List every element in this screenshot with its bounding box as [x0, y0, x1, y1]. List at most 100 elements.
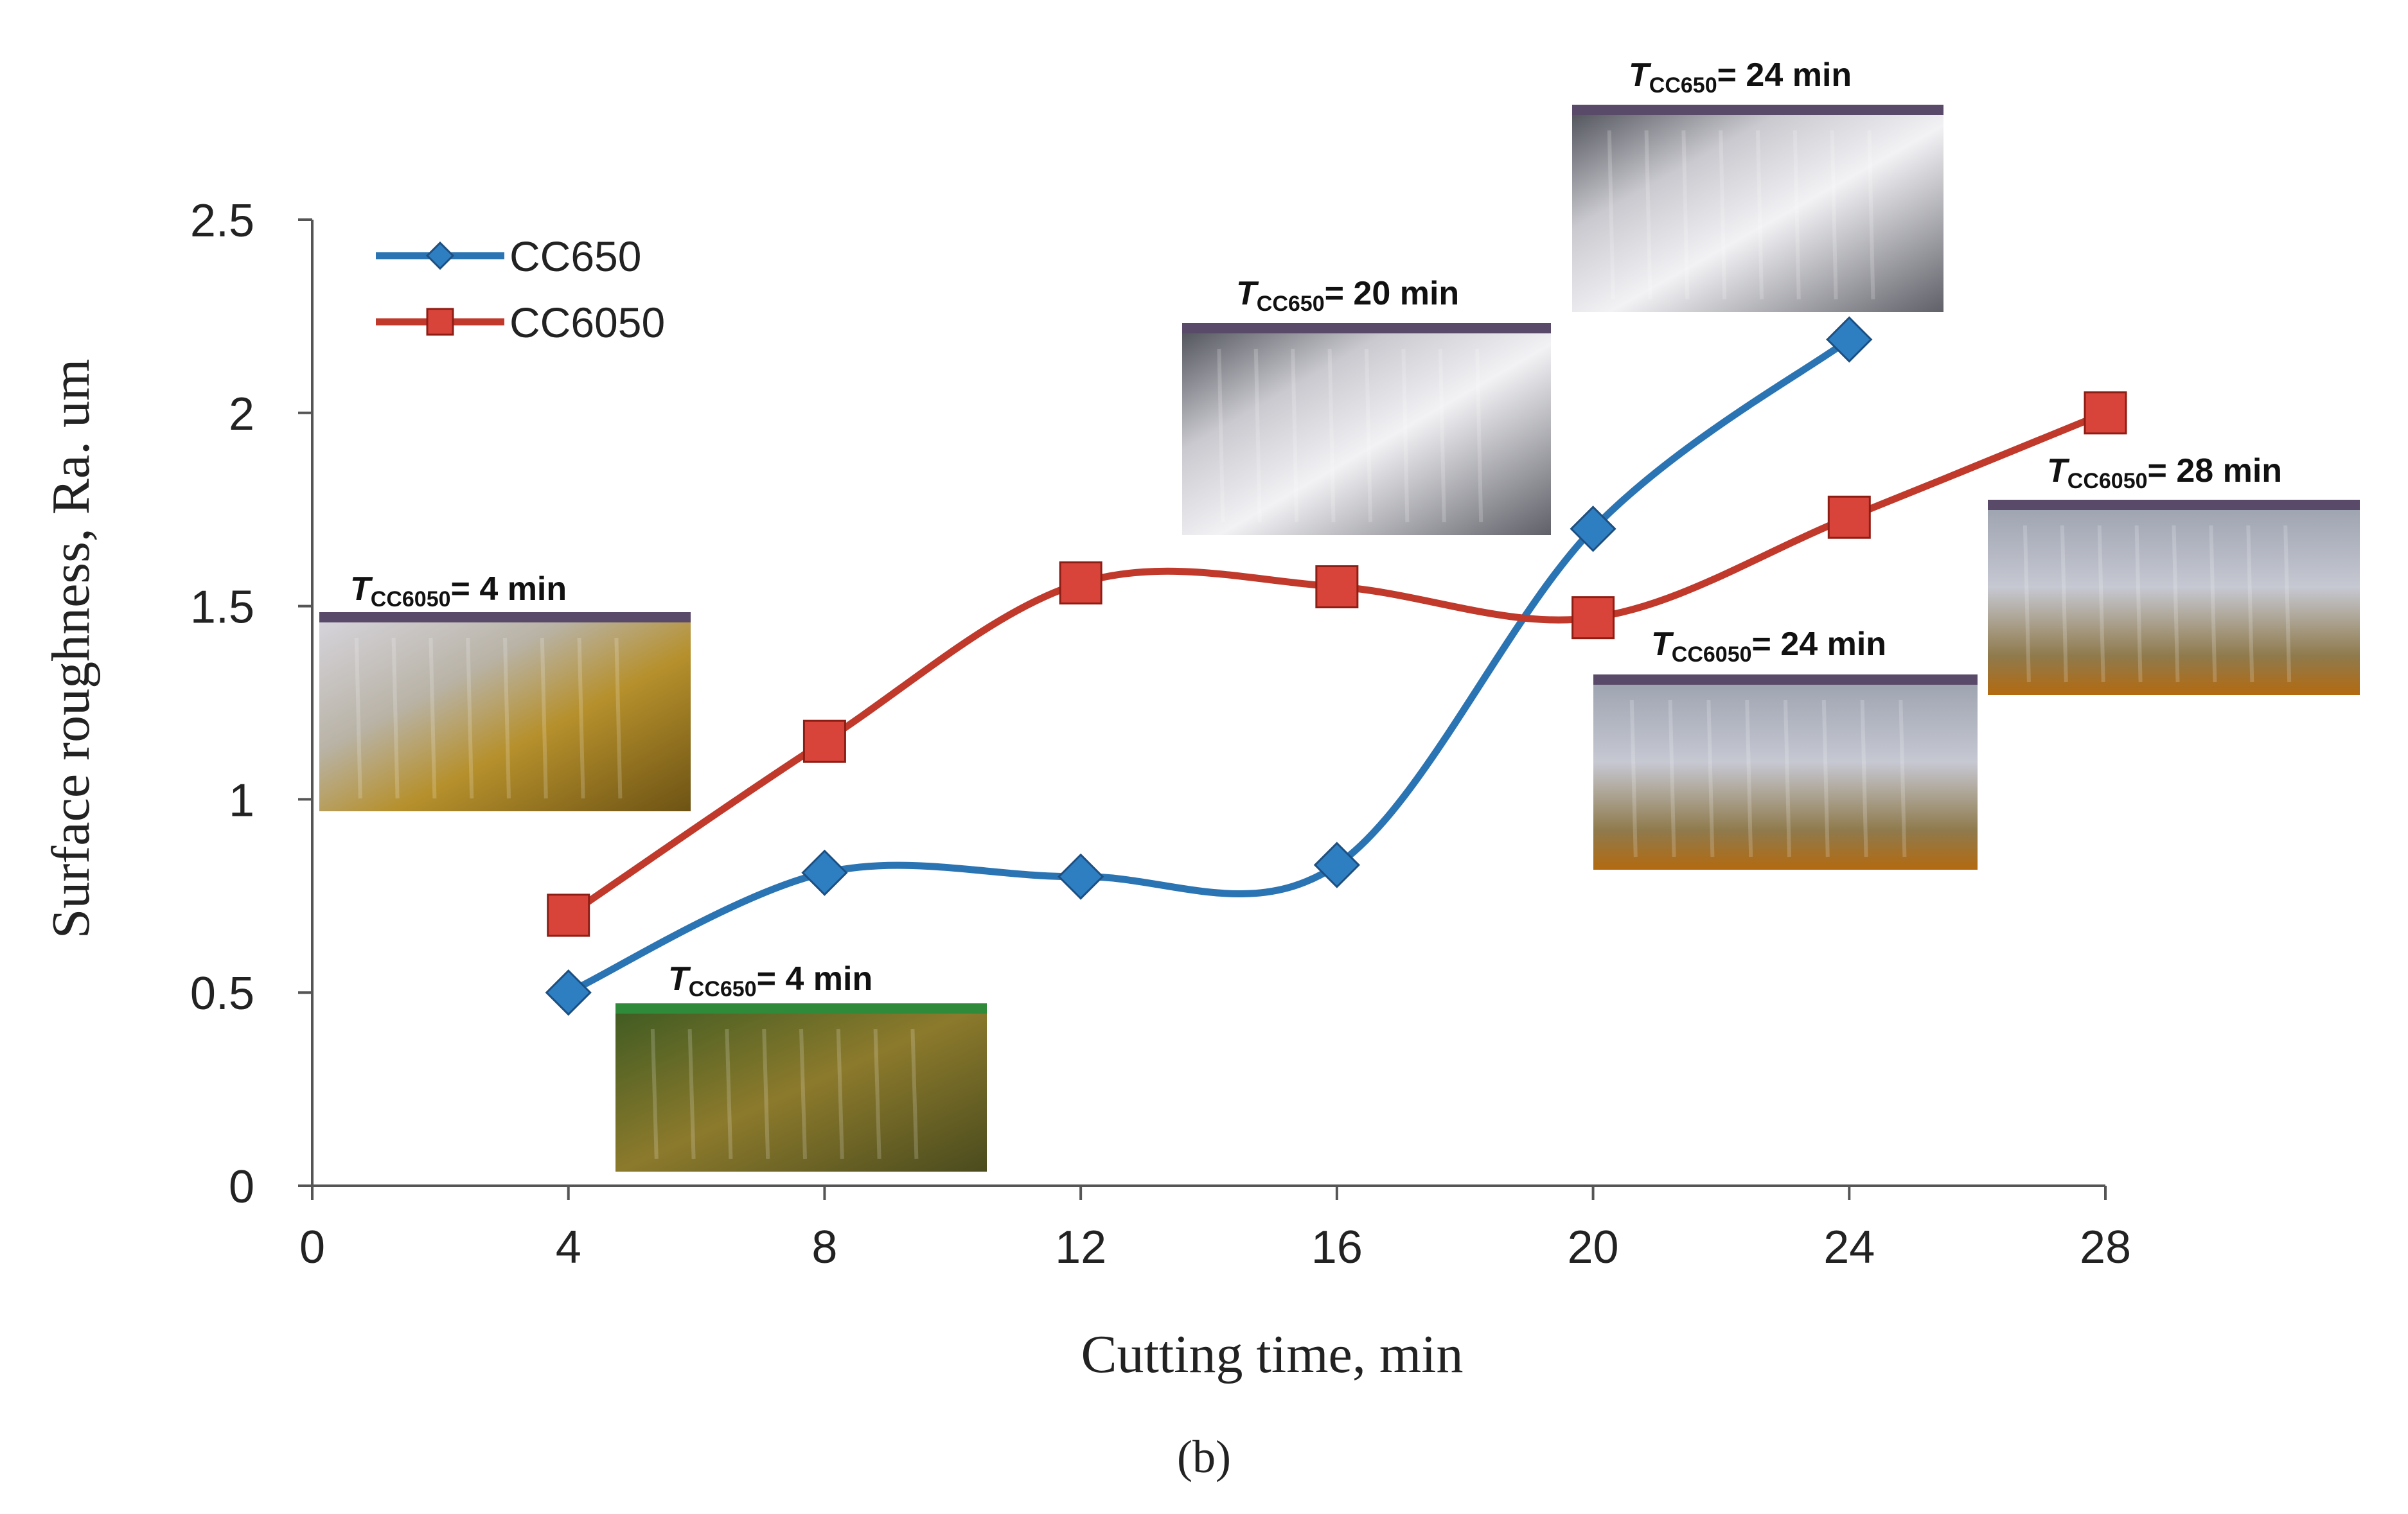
label-symbol: T [668, 960, 691, 998]
label-value: = 24 min [1752, 626, 1887, 663]
label-symbol: T [350, 570, 373, 608]
wear-streak [1756, 130, 1764, 300]
y-axis-title: Surface roughness, Ra. um [41, 359, 101, 939]
data-point [1059, 561, 1102, 605]
data-point [1827, 495, 1871, 539]
wear-streak [614, 637, 623, 799]
data-series [545, 316, 2127, 1016]
wear-streak [2060, 525, 2068, 683]
tick-labels: 0 4 8 12 16 20 24 28 0 0.5 1 1.5 2 2.5 [190, 195, 2131, 1273]
wear-photo-3: TCC650= 20 min [1182, 275, 1551, 535]
x-tick-label: 12 [1055, 1222, 1106, 1273]
wear-streak [1629, 700, 1638, 858]
wear-photo-image [1593, 674, 1978, 870]
legend-item-CC6050: CC6050 [376, 299, 665, 346]
wear-photo-edge [1988, 500, 2360, 510]
y-tick-label: 1 [229, 775, 254, 826]
wear-streak [1681, 130, 1690, 300]
x-tick-label: 16 [1311, 1222, 1363, 1273]
wear-photo-2: TCC650= 4 min [615, 960, 987, 1172]
wear-streak [1745, 700, 1753, 858]
y-tick-label: 0.5 [190, 968, 254, 1019]
wear-photo-5: TCC6050= 24 min [1593, 626, 1978, 870]
x-tick-label: 4 [556, 1222, 581, 1273]
wear-photo-label: TCC650= 24 min [1629, 57, 1852, 98]
wear-streak [1821, 700, 1830, 858]
wear-photo-6: TCC6050= 28 min [1988, 452, 2360, 695]
wear-photo-label: TCC650= 4 min [668, 960, 872, 1001]
wear-streak [1438, 348, 1446, 523]
wear-streak [2134, 525, 2143, 683]
series-CC650 [545, 316, 1873, 1016]
legend-label: CC650 [509, 233, 641, 280]
x-tick-label: 8 [811, 1222, 837, 1273]
wear-photo-label: TCC6050= 4 min [350, 570, 567, 612]
wear-streak [577, 637, 585, 799]
wear-streak [687, 1028, 696, 1159]
series-CC6050 [547, 391, 2127, 937]
label-subscript: CC6050 [2067, 469, 2148, 493]
wear-streak [1899, 700, 1907, 858]
wear-streak [1217, 348, 1225, 523]
wear-photo-4: TCC650= 24 min [1572, 57, 1943, 312]
label-subscript: CC6050 [371, 587, 451, 612]
wear-streak [836, 1028, 844, 1159]
x-tick-label: 28 [2080, 1222, 2131, 1273]
wear-streak [1830, 130, 1838, 300]
wear-streak [1644, 130, 1652, 300]
data-point [545, 969, 592, 1016]
wear-photo-edge [1572, 105, 1943, 115]
data-point [801, 849, 848, 896]
legend-swatch-marker [426, 308, 454, 336]
wear-streak [725, 1028, 733, 1159]
legend: CC650 CC6050 [376, 233, 665, 346]
wear-streak [391, 637, 400, 799]
wear-photo-image [1572, 105, 1943, 312]
wear-streak [2097, 525, 2105, 683]
wear-streak [1475, 348, 1483, 523]
wear-streak [2209, 525, 2217, 683]
legend-swatch-marker [425, 241, 455, 270]
legend-item-CC650: CC650 [376, 233, 641, 280]
wear-streak [650, 1028, 659, 1159]
label-subscript: CC650 [1649, 73, 1717, 98]
x-tick-label: 0 [299, 1222, 325, 1273]
series-line [565, 335, 1853, 996]
data-point [1570, 506, 1616, 552]
wear-streak [2283, 525, 2292, 683]
label-subscript: CC650 [689, 977, 757, 1001]
wear-photo-image [615, 1003, 987, 1172]
label-value: = 24 min [1717, 57, 1852, 94]
wear-streak [1867, 130, 1875, 300]
data-point [1826, 316, 1873, 363]
wear-streak [873, 1028, 881, 1159]
wear-photo-image [1988, 500, 2360, 695]
wear-photo-edge [615, 1003, 987, 1014]
wear-streak [1793, 130, 1801, 300]
wear-streak [466, 637, 474, 799]
x-axis-title: Cutting time, min [1081, 1325, 1463, 1384]
wear-streak [1706, 700, 1715, 858]
label-value: = 4 min [757, 960, 873, 998]
label-value: = 4 min [451, 570, 567, 608]
legend-label: CC6050 [509, 299, 665, 346]
data-point [802, 719, 846, 763]
label-subscript: CC650 [1257, 292, 1325, 316]
wear-photo-label: TCC6050= 28 min [2047, 452, 2282, 493]
wear-streak [1253, 348, 1262, 523]
wear-streak [1365, 348, 1372, 523]
wear-streak [1327, 348, 1336, 523]
data-point [547, 893, 590, 937]
data-point [2084, 391, 2127, 435]
wear-photo-label: TCC650= 20 min [1236, 275, 1459, 316]
x-tick-label: 24 [1823, 1222, 1875, 1273]
wear-streak [1291, 348, 1299, 523]
wear-streak [1784, 700, 1791, 858]
data-point [1058, 853, 1104, 900]
label-value: = 28 min [2148, 452, 2283, 489]
data-point [1313, 841, 1360, 888]
data-point [1571, 596, 1615, 640]
y-tick-label: 0 [229, 1161, 254, 1213]
